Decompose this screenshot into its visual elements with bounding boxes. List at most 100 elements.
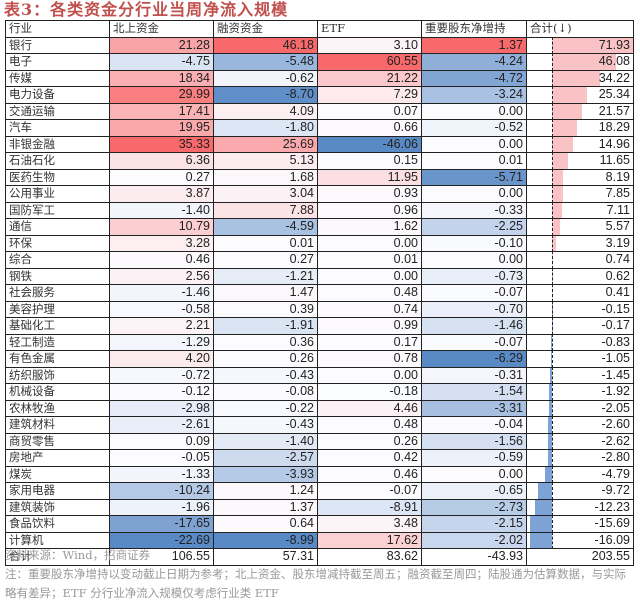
data-bar bbox=[552, 103, 582, 119]
table-row: 汽车 19.95 -1.80 0.66 -0.52 18.29 bbox=[5, 119, 634, 137]
etf-cell: 0.46 bbox=[317, 465, 422, 483]
data-bar bbox=[552, 136, 573, 152]
northbound-cell: 35.33 bbox=[109, 135, 214, 153]
data-bar bbox=[545, 466, 552, 482]
total-cell: -15.69 bbox=[526, 515, 634, 533]
total-cell: 8.19 bbox=[526, 168, 634, 186]
etf-cell: 0.93 bbox=[317, 185, 422, 203]
total-cell: -2.05 bbox=[526, 399, 634, 417]
data-bar bbox=[552, 54, 617, 70]
holders-cell: -0.70 bbox=[421, 300, 527, 318]
total-value: 7.85 bbox=[605, 186, 630, 201]
etf-cell: 60.55 bbox=[317, 53, 422, 71]
data-bar-area bbox=[528, 235, 633, 251]
data-bar bbox=[550, 351, 552, 367]
data-bar bbox=[530, 516, 552, 532]
data-bar bbox=[550, 334, 552, 350]
industry-cell: 合计 bbox=[5, 548, 110, 566]
total-value: 0.62 bbox=[605, 268, 630, 283]
total-cell: 25.34 bbox=[526, 86, 634, 104]
northbound-cell: 2.56 bbox=[109, 267, 214, 285]
table-title: 表3：各类资金分行业当周净流入规模 bbox=[4, 0, 289, 19]
total-cell: -0.15 bbox=[526, 300, 634, 318]
data-bar-area bbox=[528, 384, 633, 400]
northbound-cell: -0.72 bbox=[109, 366, 214, 384]
total-value: 8.19 bbox=[605, 169, 630, 184]
zero-axis-line bbox=[552, 466, 553, 482]
etf-cell: 0.48 bbox=[317, 416, 422, 434]
table-row: 农林牧渔 -2.98 -0.22 4.46 -3.31 -2.05 bbox=[5, 399, 634, 417]
etf-cell: 0.42 bbox=[317, 449, 422, 467]
total-value: 7.11 bbox=[606, 202, 630, 217]
zero-axis-line bbox=[552, 450, 553, 466]
data-bar-area bbox=[528, 433, 633, 449]
table-row: 煤炭 -1.33 -3.93 0.46 0.00 -4.79 bbox=[5, 465, 634, 483]
zero-axis-line bbox=[552, 54, 553, 70]
holders-cell: -0.04 bbox=[421, 416, 527, 434]
zero-axis-line bbox=[552, 532, 553, 548]
zero-axis-line bbox=[552, 483, 553, 499]
industry-cell: 环保 bbox=[5, 234, 110, 252]
data-bar-area bbox=[528, 417, 633, 433]
table-row: 食品饮料 -17.65 0.64 3.48 -2.15 -15.69 bbox=[5, 515, 634, 533]
margin-cell: 1.24 bbox=[213, 482, 318, 500]
total-value: 203.55 bbox=[591, 549, 630, 564]
northbound-cell: 0.09 bbox=[109, 432, 214, 450]
northbound-cell: -0.58 bbox=[109, 300, 214, 318]
margin-cell: -1.91 bbox=[213, 317, 318, 335]
total-cell: 7.85 bbox=[526, 185, 634, 203]
industry-cell: 农林牧渔 bbox=[5, 399, 110, 417]
total-cell: 11.65 bbox=[526, 152, 634, 170]
industry-cell: 银行 bbox=[5, 36, 110, 54]
holders-cell: 0.00 bbox=[421, 185, 527, 203]
table-row: 电子 -4.75 -5.48 60.55 -4.24 46.08 bbox=[5, 53, 634, 71]
holders-cell: -1.56 bbox=[421, 432, 527, 450]
northbound-cell: -1.40 bbox=[109, 201, 214, 219]
holders-cell: -0.07 bbox=[421, 333, 527, 351]
northbound-cell: -4.75 bbox=[109, 53, 214, 71]
total-cell: -1.05 bbox=[526, 350, 634, 368]
data-bar-area bbox=[528, 54, 633, 70]
etf-cell: 11.95 bbox=[317, 168, 422, 186]
data-bar-area bbox=[528, 70, 633, 86]
data-bar bbox=[538, 483, 552, 499]
holders-cell: -0.31 bbox=[421, 366, 527, 384]
table-row: 建筑装饰 -1.96 1.37 -8.91 -2.73 -12.23 bbox=[5, 498, 634, 516]
etf-cell: 0.99 bbox=[317, 317, 422, 335]
data-bar-area bbox=[528, 400, 633, 416]
data-bar-area bbox=[528, 334, 633, 350]
etf-cell: 0.15 bbox=[317, 152, 422, 170]
table-row: 基础化工 2.21 -1.91 0.99 -1.46 -0.17 bbox=[5, 317, 634, 335]
northbound-cell: 3.87 bbox=[109, 185, 214, 203]
data-bar-area bbox=[528, 202, 633, 218]
industry-cell: 传媒 bbox=[5, 69, 110, 87]
table-row: 石油石化 6.36 5.13 0.15 0.01 11.65 bbox=[5, 152, 634, 170]
northbound-cell: -2.61 bbox=[109, 416, 214, 434]
margin-cell: -1.40 bbox=[213, 432, 318, 450]
table-row: 环保 3.28 0.01 0.00 -0.10 3.19 bbox=[5, 234, 634, 252]
etf-cell: 0.78 bbox=[317, 350, 422, 368]
total-value: -15.69 bbox=[594, 516, 630, 531]
etf-cell: 0.01 bbox=[317, 251, 422, 269]
etf-cell: -8.91 bbox=[317, 498, 422, 516]
total-cell: 46.08 bbox=[526, 53, 634, 71]
margin-cell: -0.62 bbox=[213, 69, 318, 87]
etf-cell: 0.07 bbox=[317, 102, 422, 120]
margin-cell: -0.43 bbox=[213, 416, 318, 434]
table-row: 综合 0.46 0.27 0.01 0.00 0.74 bbox=[5, 251, 634, 269]
etf-cell: 0.96 bbox=[317, 201, 422, 219]
zero-axis-line bbox=[552, 400, 553, 416]
zero-axis-line bbox=[552, 417, 553, 433]
data-bar bbox=[549, 384, 552, 400]
data-bar bbox=[552, 235, 557, 251]
table-row: 医药生物 0.27 1.68 11.95 -5.71 8.19 bbox=[5, 168, 634, 186]
holders-cell: -2.02 bbox=[421, 531, 527, 549]
fund-flow-table: 行业 北上资金 融资资金 ETF 重要股东净增持 合计(↓) 银行 21.28 46… bbox=[5, 20, 634, 566]
industry-cell: 煤炭 bbox=[5, 465, 110, 483]
total-value: 14.96 bbox=[598, 136, 630, 151]
holders-cell: 0.00 bbox=[421, 102, 527, 120]
total-value: 46.08 bbox=[598, 54, 630, 69]
header-northbound: 北上资金 bbox=[109, 20, 214, 38]
total-value: 21.57 bbox=[598, 103, 630, 118]
northbound-cell: 10.79 bbox=[109, 218, 214, 236]
